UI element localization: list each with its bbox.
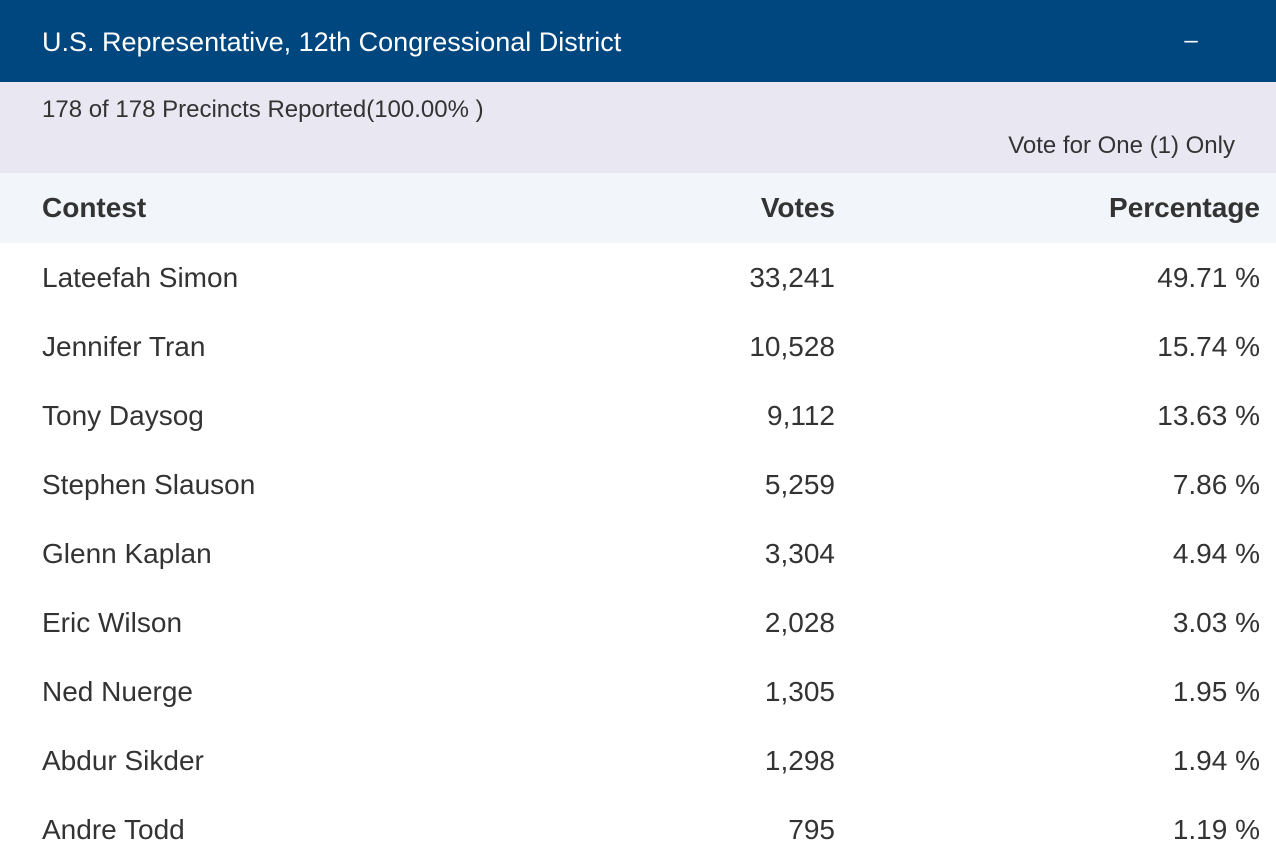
- contest-info: 178 of 178 Precincts Reported(100.00% ) …: [0, 82, 1276, 173]
- result-row: Lateefah Simon 33,241 49.71 %: [0, 243, 1276, 312]
- column-header: Percentage: [1109, 192, 1260, 223]
- percentage: 3.03 %: [1172, 607, 1260, 638]
- candidate-name: Stephen Slauson: [42, 469, 256, 500]
- candidate-name: Glenn Kaplan: [42, 538, 212, 569]
- percentage: 13.63 %: [1157, 400, 1260, 431]
- votes: 10,528: [749, 331, 835, 362]
- percentage: 49.71 %: [1157, 262, 1260, 293]
- vote-for: Vote for One (1) Only: [1008, 132, 1235, 159]
- result-row: Abdur Sikder 1,298 1.94 %: [0, 726, 1276, 795]
- result-row: Tony Daysog 9,112 13.63 %: [0, 381, 1276, 450]
- result-row: Eric Wilson 2,028 3.03 %: [0, 588, 1276, 657]
- candidate-name: Eric Wilson: [42, 607, 183, 638]
- result-row: Ned Nuerge 1,305 1.95 %: [0, 657, 1276, 726]
- votes: 795: [788, 814, 835, 845]
- contest-title: U.S. Representative, 12th Congressional …: [42, 27, 622, 57]
- candidate-name: Abdur Sikder: [42, 745, 204, 776]
- result-row: Jennifer Tran 10,528 15.74 %: [0, 312, 1276, 381]
- percentage: 4.94 %: [1172, 538, 1260, 569]
- collapse-toggle[interactable]: –: [1184, 27, 1198, 54]
- votes: 5,259: [764, 469, 835, 500]
- votes: 1,298: [764, 745, 835, 776]
- candidate-name: Lateefah Simon: [42, 262, 239, 293]
- votes: 33,241: [749, 262, 835, 293]
- candidate-name: Andre Todd: [42, 814, 185, 845]
- percentage: 1.19 %: [1172, 814, 1260, 845]
- precincts-reported: 178 of 178 Precincts Reported(100.00% ): [42, 96, 484, 123]
- percentage: 15.74 %: [1157, 331, 1260, 362]
- percentage: 1.95 %: [1172, 676, 1260, 707]
- result-row: Glenn Kaplan 3,304 4.94 %: [0, 519, 1276, 588]
- result-row: Andre Todd 795 1.19 %: [0, 795, 1276, 864]
- votes: 1,305: [764, 676, 835, 707]
- candidate-name: Tony Daysog: [42, 400, 204, 431]
- percentage: 7.86 %: [1172, 469, 1260, 500]
- votes: 9,112: [767, 400, 835, 431]
- column-header-row: Contest Votes Percentage: [0, 173, 1276, 243]
- percentage: 1.94 %: [1172, 745, 1260, 776]
- votes: 2,028: [764, 607, 835, 638]
- column-header: Votes: [760, 192, 835, 223]
- column-header: Contest: [42, 192, 147, 223]
- candidate-name: Jennifer Tran: [42, 331, 206, 362]
- contest-header: U.S. Representative, 12th Congressional …: [0, 0, 1276, 82]
- result-row: Stephen Slauson 5,259 7.86 %: [0, 450, 1276, 519]
- candidate-name: Ned Nuerge: [42, 676, 193, 707]
- votes: 3,304: [764, 538, 835, 569]
